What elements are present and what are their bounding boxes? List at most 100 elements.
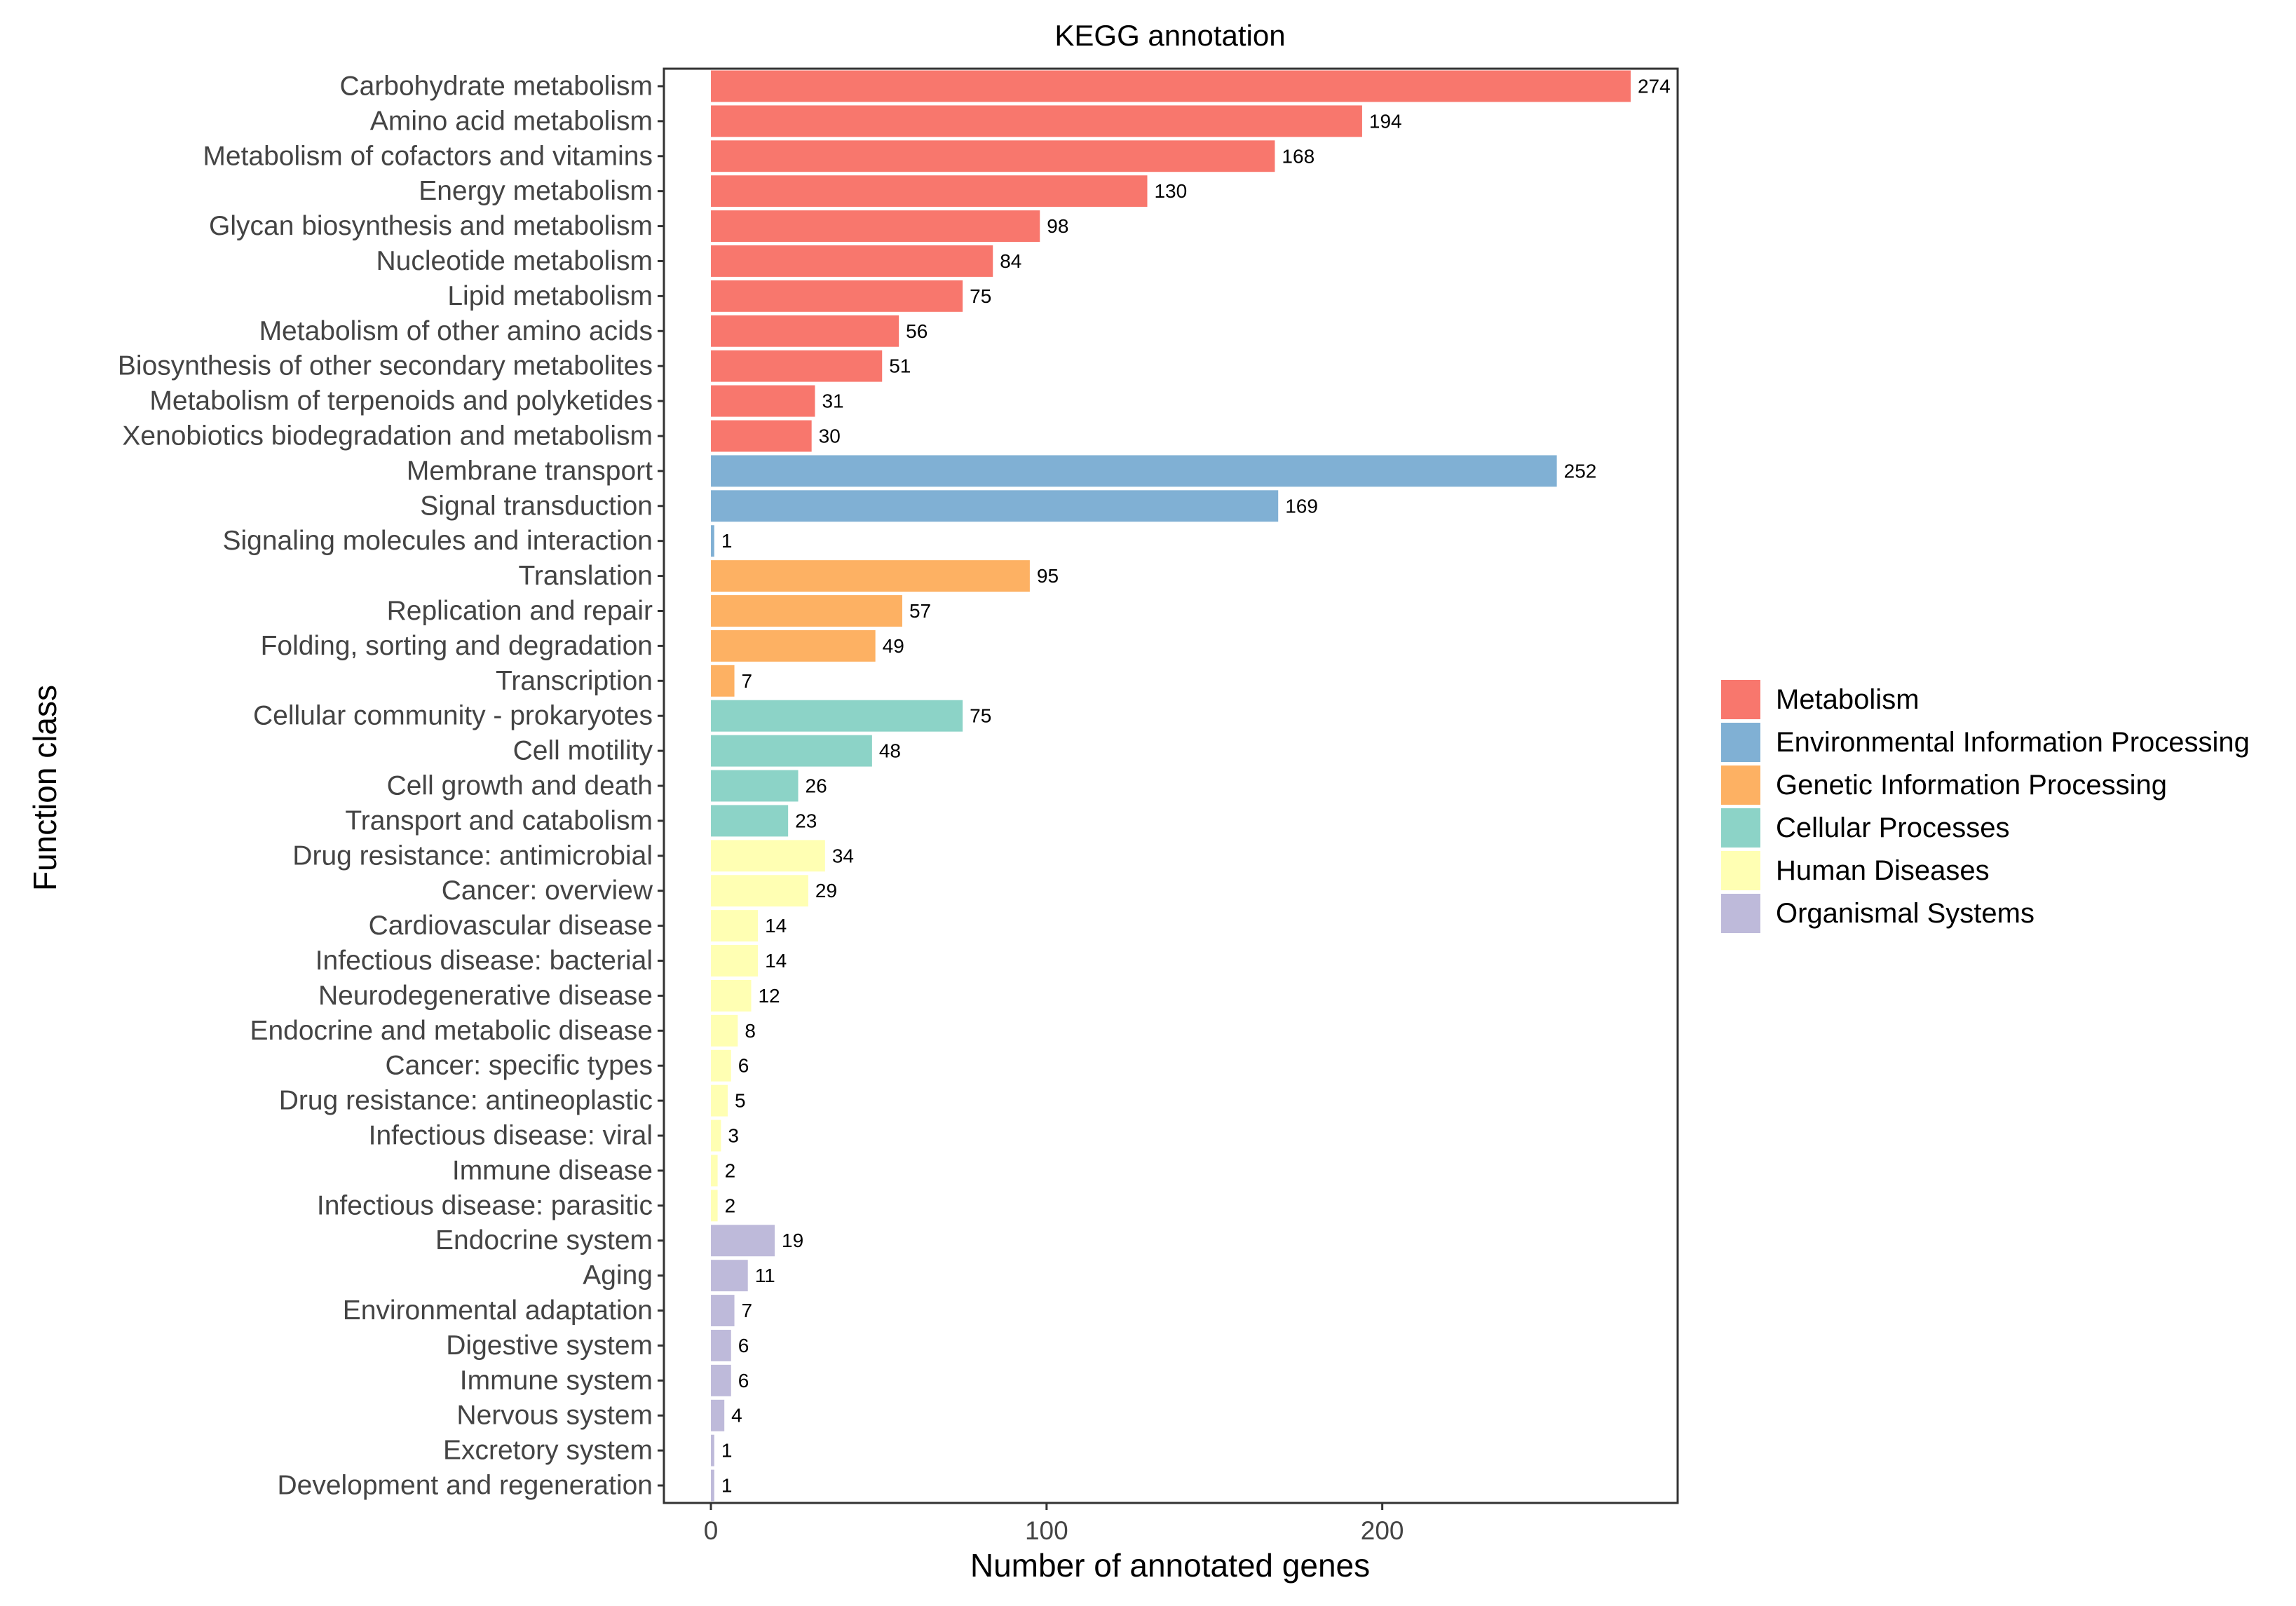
bar-cancer-overview bbox=[711, 875, 808, 907]
bar-signaling-molecules-and-interaction bbox=[711, 525, 714, 557]
legend-swatch-organismal-systems bbox=[1721, 894, 1760, 933]
category-label-biosynthesis-of-other-secondary-metabolites: Biosynthesis of other secondary metaboli… bbox=[118, 351, 653, 381]
bar-nucleotide-metabolism bbox=[711, 245, 993, 277]
value-label-cancer-overview: 29 bbox=[815, 880, 837, 901]
value-label-cell-motility: 48 bbox=[879, 740, 901, 762]
bar-development-and-regeneration bbox=[711, 1469, 714, 1502]
category-label-drug-resistance-antimicrobial: Drug resistance: antimicrobial bbox=[292, 841, 653, 871]
bar-aging bbox=[711, 1260, 748, 1292]
category-label-cardiovascular-disease: Cardiovascular disease bbox=[369, 911, 653, 941]
value-label-drug-resistance-antineoplastic: 5 bbox=[735, 1090, 746, 1112]
bar-cell-motility bbox=[711, 735, 872, 767]
category-labels: Carbohydrate metabolism Amino acid metabo… bbox=[118, 71, 664, 1501]
value-label-translation: 95 bbox=[1037, 565, 1059, 587]
category-label-digestive-system: Digestive system bbox=[446, 1331, 653, 1361]
category-label-transcription: Transcription bbox=[496, 666, 653, 696]
legend-label-human-diseases: Human Diseases bbox=[1776, 855, 1990, 886]
bar-digestive-system bbox=[711, 1329, 731, 1361]
category-label-energy-metabolism: Energy metabolism bbox=[419, 176, 653, 206]
bar-glycan-biosynthesis-and-metabolism bbox=[711, 210, 1040, 243]
value-label-environmental-adaptation: 7 bbox=[742, 1300, 753, 1321]
value-label-folding-sorting-and-degradation: 49 bbox=[883, 635, 904, 657]
value-label-energy-metabolism: 130 bbox=[1154, 180, 1187, 202]
bar-xenobiotics-biodegradation-and-metabolism bbox=[711, 420, 812, 452]
value-label-aging: 11 bbox=[755, 1265, 775, 1286]
category-label-development-and-regeneration: Development and regeneration bbox=[277, 1471, 653, 1501]
legend-label-environmental-information-processing: Environmental Information Processing bbox=[1776, 727, 2250, 758]
value-label-metabolism-of-other-amino-acids: 56 bbox=[906, 320, 928, 342]
value-label-nucleotide-metabolism: 84 bbox=[1000, 250, 1021, 272]
category-label-infectious-disease-parasitic: Infectious disease: parasitic bbox=[317, 1190, 653, 1220]
category-label-cell-growth-and-death: Cell growth and death bbox=[387, 771, 653, 801]
bar-metabolism-of-other-amino-acids bbox=[711, 315, 899, 347]
category-label-signaling-molecules-and-interaction: Signaling molecules and interaction bbox=[222, 526, 653, 556]
bar-amino-acid-metabolism bbox=[711, 105, 1362, 137]
category-label-nervous-system: Nervous system bbox=[456, 1401, 653, 1431]
category-label-environmental-adaptation: Environmental adaptation bbox=[343, 1295, 653, 1326]
legend-swatch-cellular-processes bbox=[1721, 808, 1760, 848]
x-axis-title: Number of annotated genes bbox=[970, 1547, 1370, 1584]
category-label-immune-disease: Immune disease bbox=[452, 1155, 653, 1185]
value-label-xenobiotics-biodegradation-and-metabolism: 30 bbox=[819, 425, 841, 447]
category-label-metabolism-of-cofactors-and-vitamins: Metabolism of cofactors and vitamins bbox=[203, 141, 653, 171]
value-label-replication-and-repair: 57 bbox=[909, 600, 931, 622]
x-tick-label-100: 100 bbox=[1025, 1516, 1068, 1545]
value-label-carbohydrate-metabolism: 274 bbox=[1638, 75, 1671, 97]
value-label-biosynthesis-of-other-secondary-metabolites: 51 bbox=[889, 355, 911, 377]
category-label-transport-and-catabolism: Transport and catabolism bbox=[345, 805, 653, 836]
bar-carbohydrate-metabolism bbox=[711, 70, 1631, 102]
category-label-infectious-disease-viral: Infectious disease: viral bbox=[369, 1121, 653, 1151]
bar-infectious-disease-parasitic bbox=[711, 1190, 718, 1222]
x-axis-ticks: 0 100 200 bbox=[704, 1503, 1404, 1545]
bar-endocrine-and-metabolic-disease bbox=[711, 1014, 738, 1047]
category-label-membrane-transport: Membrane transport bbox=[407, 456, 653, 486]
bar-energy-metabolism bbox=[711, 175, 1148, 207]
value-label-cardiovascular-disease: 14 bbox=[765, 915, 787, 937]
legend-label-genetic-information-processing: Genetic Information Processing bbox=[1776, 770, 2167, 801]
legend-label-organismal-systems: Organismal Systems bbox=[1776, 898, 2035, 929]
category-label-replication-and-repair: Replication and repair bbox=[387, 596, 653, 626]
value-label-membrane-transport: 252 bbox=[1564, 460, 1597, 482]
category-label-immune-system: Immune system bbox=[460, 1366, 653, 1396]
category-label-drug-resistance-antineoplastic: Drug resistance: antineoplastic bbox=[279, 1086, 653, 1116]
value-label-neurodegenerative-disease: 12 bbox=[758, 985, 780, 1007]
value-label-lipid-metabolism: 75 bbox=[970, 285, 991, 307]
value-label-digestive-system: 6 bbox=[738, 1335, 749, 1356]
category-label-cellular-community-prokaryotes: Cellular community - prokaryotes bbox=[253, 701, 653, 731]
category-label-amino-acid-metabolism: Amino acid metabolism bbox=[370, 106, 653, 136]
category-label-excretory-system: Excretory system bbox=[443, 1436, 653, 1466]
bar-cardiovascular-disease bbox=[711, 910, 759, 942]
bar-immune-disease bbox=[711, 1155, 718, 1187]
legend-swatch-environmental-information-processing bbox=[1721, 723, 1760, 762]
value-label-drug-resistance-antimicrobial: 34 bbox=[832, 845, 854, 866]
bar-cancer-specific-types bbox=[711, 1049, 731, 1082]
category-label-neurodegenerative-disease: Neurodegenerative disease bbox=[318, 981, 653, 1011]
category-label-cell-motility: Cell motility bbox=[513, 736, 653, 766]
value-label-cell-growth-and-death: 26 bbox=[806, 775, 827, 797]
bar-transcription bbox=[711, 665, 735, 697]
value-label-transport-and-catabolism: 23 bbox=[795, 810, 817, 831]
bar-environmental-adaptation bbox=[711, 1295, 735, 1326]
bar-neurodegenerative-disease bbox=[711, 979, 752, 1012]
value-label-excretory-system: 1 bbox=[721, 1440, 733, 1462]
value-label-nervous-system: 4 bbox=[731, 1405, 742, 1427]
category-label-lipid-metabolism: Lipid metabolism bbox=[447, 281, 653, 311]
category-label-signal-transduction: Signal transduction bbox=[420, 491, 653, 521]
category-label-cancer-overview: Cancer: overview bbox=[442, 876, 653, 906]
category-label-carbohydrate-metabolism: Carbohydrate metabolism bbox=[339, 71, 653, 101]
bar-lipid-metabolism bbox=[711, 280, 963, 312]
value-label-metabolism-of-cofactors-and-vitamins: 168 bbox=[1282, 145, 1315, 167]
bar-folding-sorting-and-degradation bbox=[711, 630, 876, 662]
category-label-metabolism-of-terpenoids-and-polyketides: Metabolism of terpenoids and polyketides bbox=[149, 386, 653, 416]
bar-translation bbox=[711, 560, 1030, 592]
category-label-metabolism-of-other-amino-acids: Metabolism of other amino acids bbox=[259, 316, 653, 346]
value-label-development-and-regeneration: 1 bbox=[721, 1475, 733, 1497]
legend-label-cellular-processes: Cellular Processes bbox=[1776, 812, 2009, 843]
category-label-cancer-specific-types: Cancer: specific types bbox=[386, 1051, 653, 1081]
value-label-immune-disease: 2 bbox=[725, 1159, 736, 1181]
bar-replication-and-repair bbox=[711, 595, 902, 627]
bar-membrane-transport bbox=[711, 455, 1557, 487]
bar-immune-system bbox=[711, 1364, 731, 1396]
bars-layer bbox=[711, 70, 1631, 1502]
